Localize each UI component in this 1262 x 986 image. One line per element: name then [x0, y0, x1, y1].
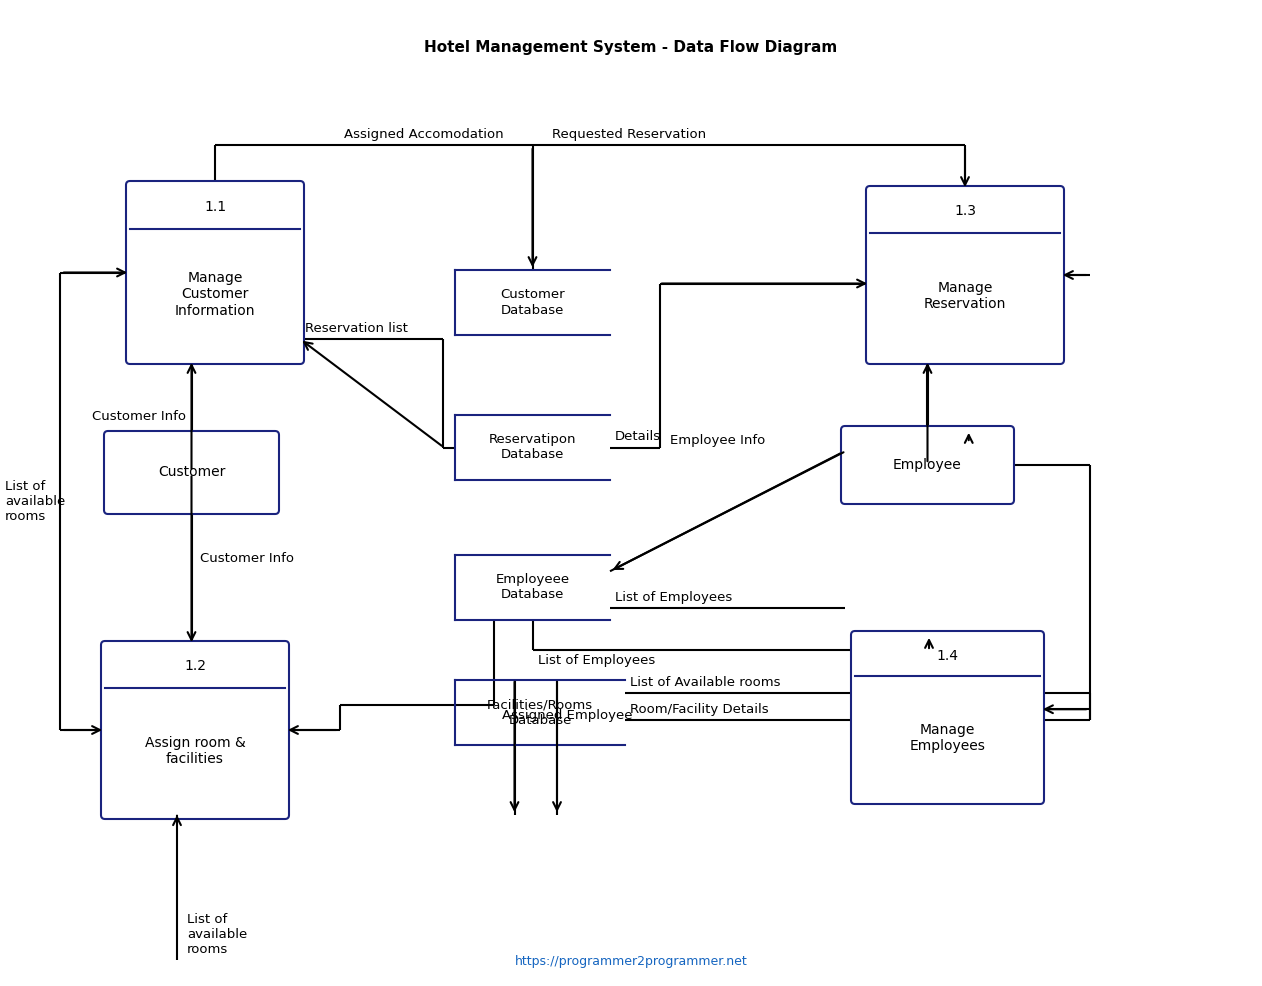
Text: Facilities/Rooms
Database: Facilities/Rooms Database — [487, 698, 593, 727]
Text: Room/Facility Details: Room/Facility Details — [630, 703, 769, 716]
Text: 1.2: 1.2 — [184, 660, 206, 673]
Text: List of Employees: List of Employees — [615, 592, 732, 604]
Text: Manage
Reservation: Manage Reservation — [924, 281, 1006, 312]
Text: Assigned Accomodation: Assigned Accomodation — [343, 128, 504, 141]
FancyBboxPatch shape — [126, 181, 304, 364]
FancyBboxPatch shape — [101, 641, 289, 819]
Text: Customer Info: Customer Info — [92, 410, 187, 423]
Text: Employeee
Database: Employeee Database — [496, 574, 569, 601]
Text: Employee Info: Employee Info — [670, 434, 765, 447]
FancyBboxPatch shape — [103, 431, 279, 514]
Text: Employee: Employee — [893, 458, 962, 472]
Text: Reservatipon
Database: Reservatipon Database — [488, 434, 577, 461]
Text: Details: Details — [615, 431, 661, 444]
Text: 1.3: 1.3 — [954, 204, 976, 218]
Text: Customer
Database: Customer Database — [500, 289, 565, 317]
Text: 1.1: 1.1 — [204, 200, 226, 214]
FancyBboxPatch shape — [866, 186, 1064, 364]
Text: Customer Info: Customer Info — [199, 552, 294, 565]
Text: List of Available rooms: List of Available rooms — [630, 676, 780, 689]
FancyBboxPatch shape — [840, 426, 1013, 504]
Text: Manage
Customer
Information: Manage Customer Information — [174, 271, 255, 317]
Text: List of Employees: List of Employees — [538, 654, 655, 667]
Text: Reservation list: Reservation list — [305, 322, 408, 335]
Text: Customer: Customer — [158, 465, 225, 479]
Text: Hotel Management System - Data Flow Diagram: Hotel Management System - Data Flow Diag… — [424, 40, 838, 55]
Text: List of
available
rooms: List of available rooms — [187, 913, 247, 956]
Text: 1.4: 1.4 — [936, 649, 959, 663]
Text: Assign room &
facilities: Assign room & facilities — [145, 737, 245, 766]
Text: List of
available
rooms: List of available rooms — [5, 480, 66, 523]
FancyBboxPatch shape — [851, 631, 1044, 804]
Text: Requested Reservation: Requested Reservation — [553, 128, 707, 141]
Text: Manage
Employees: Manage Employees — [910, 723, 986, 753]
Text: https://programmer2programmer.net: https://programmer2programmer.net — [515, 955, 747, 968]
Text: Assigned Employee: Assigned Employee — [502, 709, 632, 722]
